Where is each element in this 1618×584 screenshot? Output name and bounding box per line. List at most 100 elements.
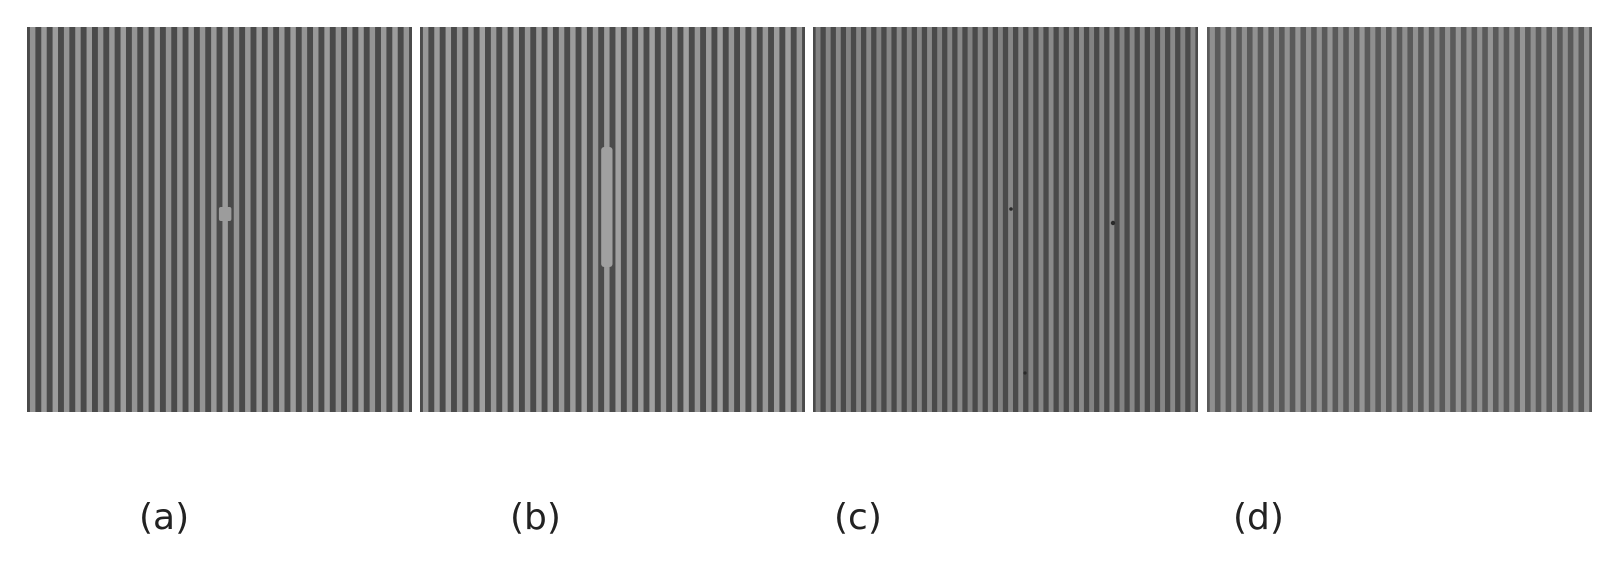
resist-line <box>1170 27 1176 412</box>
resist-line <box>660 27 667 412</box>
resist-line <box>1160 27 1165 412</box>
resist-line <box>41 27 47 412</box>
resist-line <box>1008 27 1013 412</box>
resist-line <box>876 27 882 412</box>
resist-line <box>773 27 780 412</box>
resist-line <box>1190 27 1196 412</box>
resist-line <box>369 27 376 412</box>
resist-line <box>1058 27 1064 412</box>
resist-line <box>1391 27 1397 412</box>
resist-line <box>672 27 678 412</box>
resist-line <box>143 27 149 412</box>
resist-line <box>1284 27 1290 412</box>
resist-line <box>957 27 963 412</box>
resist-line <box>1338 27 1344 412</box>
resist-line <box>866 27 872 412</box>
resist-line <box>1220 27 1226 412</box>
resist-line <box>199 27 206 412</box>
resist-line <box>626 27 633 412</box>
resist-line <box>1028 27 1034 412</box>
resist-line <box>835 27 841 412</box>
resist-line <box>233 27 240 412</box>
resist-line <box>29 27 36 412</box>
resist-line <box>154 27 160 412</box>
resist-line <box>856 27 862 412</box>
resist-line <box>1089 27 1095 412</box>
resist-line <box>1445 27 1451 412</box>
resist-line <box>267 27 274 412</box>
resist-line <box>256 27 262 412</box>
resist-line <box>1252 27 1258 412</box>
resist-line <box>347 27 353 412</box>
resist-line <box>1466 27 1472 412</box>
resist-line <box>1359 27 1365 412</box>
resist-line <box>1509 27 1515 412</box>
resist-line <box>324 27 330 412</box>
resist-line <box>1209 27 1215 412</box>
resist-line <box>1573 27 1579 412</box>
resist-line <box>1079 27 1084 412</box>
resist-line <box>524 27 531 412</box>
resist-line <box>1263 27 1269 412</box>
resist-line <box>1149 27 1155 412</box>
resist-line <box>740 27 746 412</box>
panel-background <box>1207 27 1592 412</box>
resist-line <box>490 27 497 412</box>
resist-line <box>1455 27 1461 412</box>
resist-line <box>1231 27 1237 412</box>
resist-line <box>581 27 587 412</box>
particle-defect <box>1009 207 1013 211</box>
resist-line <box>846 27 851 412</box>
resist-line <box>536 27 542 412</box>
panel-caption-a: (a) <box>139 497 190 538</box>
resist-line <box>75 27 81 412</box>
resist-line <box>211 27 217 412</box>
resist-line <box>479 27 485 412</box>
line-pattern-d <box>1207 27 1592 412</box>
resist-line <box>403 27 410 412</box>
resist-line <box>1530 27 1536 412</box>
resist-line <box>335 27 342 412</box>
resist-line <box>796 27 803 412</box>
resist-line <box>987 27 993 412</box>
line-pattern-a <box>27 27 412 412</box>
resist-line <box>1370 27 1376 412</box>
resist-line <box>1477 27 1483 412</box>
resist-line <box>290 27 296 412</box>
resist-line <box>513 27 519 412</box>
bridge-defect <box>218 207 232 221</box>
resist-line <box>1129 27 1135 412</box>
sem-image-panel-b <box>420 27 805 412</box>
resist-line <box>1498 27 1504 412</box>
resist-line <box>683 27 689 412</box>
resist-line <box>1316 27 1322 412</box>
resist-line <box>615 27 621 412</box>
resist-line <box>1241 27 1247 412</box>
resist-line <box>468 27 474 412</box>
resist-line <box>1380 27 1387 412</box>
resist-line <box>1306 27 1312 412</box>
resist-line <box>638 27 644 412</box>
resist-line <box>1018 27 1024 412</box>
resist-line <box>380 27 387 412</box>
resist-line <box>86 27 92 412</box>
resist-line <box>751 27 757 412</box>
resist-line <box>1327 27 1333 412</box>
resist-line <box>1552 27 1558 412</box>
resist-line <box>1273 27 1280 412</box>
line-pattern-c <box>813 27 1198 412</box>
resist-line <box>937 27 943 412</box>
resist-line <box>886 27 892 412</box>
resist-line <box>1584 27 1590 412</box>
resist-line <box>1048 27 1054 412</box>
sem-image-panel-a <box>27 27 412 412</box>
resist-line <box>422 27 429 412</box>
panel-caption-b: (b) <box>510 497 561 538</box>
resist-line <box>728 27 735 412</box>
resist-line <box>1348 27 1354 412</box>
resist-line <box>245 27 251 412</box>
resist-line <box>279 27 285 412</box>
resist-line <box>570 27 576 412</box>
sem-image-panel-d <box>1207 27 1592 412</box>
resist-line <box>177 27 183 412</box>
